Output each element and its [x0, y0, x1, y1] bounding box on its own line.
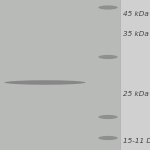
Bar [0, 0, 96, 150]
Ellipse shape [4, 80, 85, 85]
Ellipse shape [98, 55, 118, 59]
Bar [120, 0, 150, 150]
Text: 35 kDa: 35 kDa [123, 32, 149, 38]
Text: 45 kDa: 45 kDa [123, 11, 149, 16]
Text: 25 kDa: 25 kDa [123, 92, 149, 98]
Ellipse shape [98, 115, 118, 119]
Ellipse shape [98, 5, 118, 10]
Bar [96, 0, 120, 150]
Ellipse shape [98, 136, 118, 140]
Text: 15-11 Da: 15-11 Da [123, 138, 150, 144]
